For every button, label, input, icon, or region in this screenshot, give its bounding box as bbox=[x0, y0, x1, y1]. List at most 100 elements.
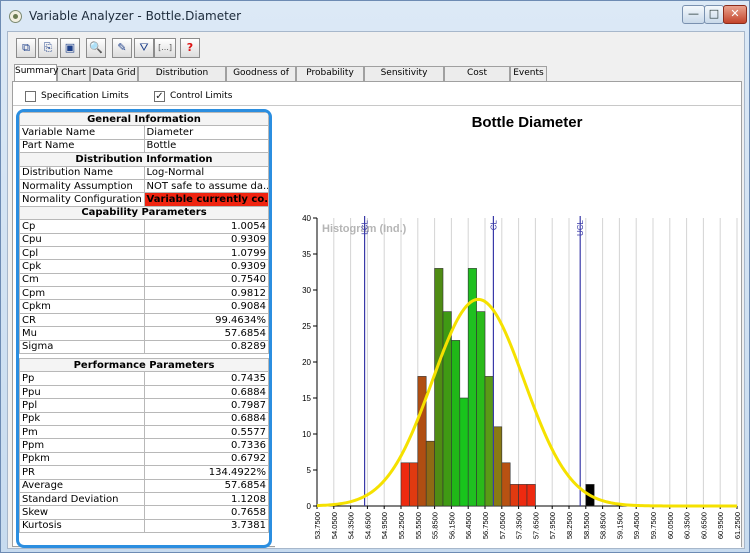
histogram-bar bbox=[518, 484, 528, 507]
capability-param-label: Sigma bbox=[19, 339, 145, 355]
title-bar[interactable]: Variable Analyzer - Bottle.Diameter — □ … bbox=[1, 1, 749, 31]
zoom-button[interactable]: 🔍 bbox=[86, 38, 106, 58]
tab-probability-plot[interactable]: Probability Plot bbox=[296, 66, 364, 91]
performance-param-label: Average bbox=[19, 478, 145, 493]
x-tick-label: 61.2500 bbox=[733, 512, 741, 539]
x-tick-label: 59.1500 bbox=[615, 512, 624, 539]
performance-param-value[interactable]: 0.7987 bbox=[143, 398, 269, 413]
performance-param-label: Ppu bbox=[19, 384, 145, 400]
variable-name-label: Variable Name bbox=[19, 125, 145, 140]
tab-distribution-analysis[interactable]: Distribution Analysis bbox=[138, 66, 226, 91]
histogram-bar bbox=[425, 440, 435, 507]
copy-chart-button[interactable]: ⎘ bbox=[38, 38, 58, 58]
spec-limits-label: Specification Limits bbox=[41, 91, 129, 101]
x-tick-label: 54.9500 bbox=[380, 512, 389, 539]
minimize-button[interactable]: — bbox=[682, 5, 705, 24]
capability-param-value[interactable]: 1.0054 bbox=[143, 219, 269, 234]
capability-param-value[interactable]: 0.9812 bbox=[143, 286, 269, 301]
toolbar: ⧉ ⎘ ▣ 🔍 ✎ ⛛ [...] ? bbox=[8, 32, 744, 62]
performance-param-value[interactable]: 0.6884 bbox=[143, 411, 269, 426]
summary-table-panel[interactable]: General Information Variable Name Diamete… bbox=[16, 109, 272, 548]
performance-param-value[interactable]: 0.6792 bbox=[143, 451, 269, 467]
x-tick-label: 57.0500 bbox=[498, 512, 507, 539]
performance-param-label: Ppkm bbox=[19, 451, 145, 467]
save-image-button[interactable]: ▣ bbox=[60, 38, 80, 58]
tab-cost-inspector[interactable]: Cost Inspector bbox=[444, 66, 510, 91]
performance-param-value[interactable]: 0.7658 bbox=[143, 505, 269, 520]
tab-data-grid[interactable]: Data Grid bbox=[90, 66, 138, 81]
performance-parameters-header: Performance Parameters bbox=[19, 358, 269, 373]
ellipsis-button[interactable]: [...] bbox=[154, 38, 176, 58]
tab-summary[interactable]: Summary bbox=[14, 64, 59, 81]
performance-param-row: PR 134.4922% bbox=[19, 465, 269, 480]
capability-param-value[interactable]: 0.7540 bbox=[143, 272, 269, 288]
capability-param-value[interactable]: 0.9084 bbox=[143, 299, 269, 314]
distribution-name-value[interactable]: Log-Normal bbox=[143, 165, 269, 180]
normality-assumption-value[interactable]: NOT safe to assume da... bbox=[143, 178, 269, 194]
filter-button[interactable]: ⛛ bbox=[134, 38, 154, 58]
capability-param-row: Cpk 0.9309 bbox=[19, 259, 269, 274]
control-limits-label: Control Limits bbox=[170, 91, 233, 101]
copy-table-button[interactable]: ⧉ bbox=[16, 38, 36, 58]
capability-param-row: Cpu 0.9309 bbox=[19, 232, 269, 247]
x-tick-label: 57.6500 bbox=[531, 512, 540, 539]
spec-limits-checkbox[interactable] bbox=[25, 91, 36, 102]
performance-param-row: Ppk 0.6884 bbox=[19, 411, 269, 426]
histogram-chart[interactable]: Bottle Diameter 0 5 10 15 20 25 30 35 40 53.7500 54… bbox=[275, 109, 741, 548]
performance-param-row: Average 57.6854 bbox=[19, 478, 269, 493]
performance-param-label: Ppm bbox=[19, 438, 145, 453]
capability-param-value[interactable]: 99.4634% bbox=[143, 312, 269, 328]
capability-param-label: Cpm bbox=[19, 286, 145, 301]
x-tick-label: 60.0500 bbox=[666, 512, 675, 539]
tab-chart[interactable]: Chart bbox=[57, 66, 90, 81]
x-tick-label: 57.9500 bbox=[548, 512, 557, 539]
chart-title: Bottle Diameter bbox=[472, 114, 583, 131]
performance-param-row: Skew 0.7658 bbox=[19, 505, 269, 520]
normality-configuration-value[interactable]: Variable currently co... bbox=[143, 192, 269, 207]
capability-param-label: Cpkm bbox=[19, 299, 145, 314]
capability-param-value[interactable]: 1.0799 bbox=[143, 245, 269, 261]
edit-button[interactable]: ✎ bbox=[112, 38, 132, 58]
capability-param-label: Cm bbox=[19, 272, 145, 288]
performance-param-label: Kurtosis bbox=[19, 518, 145, 534]
performance-param-value[interactable]: 3.7381 bbox=[143, 518, 269, 534]
close-button[interactable]: ✕ bbox=[723, 5, 747, 24]
capability-param-row: Mu 57.6854 bbox=[19, 326, 269, 341]
performance-param-label: Skew bbox=[19, 505, 145, 520]
performance-param-label: Pp bbox=[19, 371, 145, 386]
histogram-bar bbox=[400, 462, 410, 507]
performance-param-row: Pm 0.5577 bbox=[19, 424, 269, 440]
y-tick-label: 10 bbox=[302, 430, 311, 439]
tab-sensitivity-analysis[interactable]: Sensitivity Analysis bbox=[364, 66, 444, 91]
options-bar: Specification Limits ✓ Control Limits bbox=[13, 82, 741, 106]
performance-param-value[interactable]: 1.1208 bbox=[143, 491, 269, 507]
performance-param-value[interactable]: 0.7336 bbox=[143, 438, 269, 453]
performance-param-value[interactable]: 134.4922% bbox=[143, 465, 269, 480]
capability-param-value[interactable]: 57.6854 bbox=[143, 326, 269, 341]
tab-goodness-of-fit[interactable]: Goodness of Fit bbox=[226, 66, 296, 91]
maximize-button[interactable]: □ bbox=[704, 5, 724, 24]
help-button[interactable]: ? bbox=[180, 38, 200, 58]
capability-param-label: CR bbox=[19, 312, 145, 328]
x-tick-label: 57.3500 bbox=[515, 512, 524, 539]
performance-param-value[interactable]: 0.5577 bbox=[143, 424, 269, 440]
performance-param-row: Ppu 0.6884 bbox=[19, 384, 269, 400]
x-tick-label: 56.7500 bbox=[481, 512, 490, 539]
tab-events[interactable]: Events bbox=[510, 66, 547, 81]
performance-param-label: Pm bbox=[19, 424, 145, 440]
performance-param-value[interactable]: 0.7435 bbox=[143, 371, 269, 386]
capability-param-row: Cpm 0.9812 bbox=[19, 286, 269, 301]
capability-param-value[interactable]: 0.9309 bbox=[143, 259, 269, 274]
performance-param-value[interactable]: 57.6854 bbox=[143, 478, 269, 493]
control-limits-checkbox[interactable]: ✓ bbox=[154, 91, 165, 102]
capability-param-row: Cm 0.7540 bbox=[19, 272, 269, 288]
variable-name-value[interactable]: Diameter bbox=[143, 125, 269, 140]
window-title: Variable Analyzer - Bottle.Diameter bbox=[29, 9, 242, 23]
capability-param-value[interactable]: 0.8289 bbox=[143, 339, 269, 355]
x-tick-label: 56.4500 bbox=[464, 512, 473, 539]
part-name-value[interactable]: Bottle bbox=[143, 138, 269, 154]
capability-param-value[interactable]: 0.9309 bbox=[143, 232, 269, 247]
summary-tab-panel: Specification Limits ✓ Control Limits Ge… bbox=[12, 81, 742, 548]
performance-param-value[interactable]: 0.6884 bbox=[143, 384, 269, 400]
